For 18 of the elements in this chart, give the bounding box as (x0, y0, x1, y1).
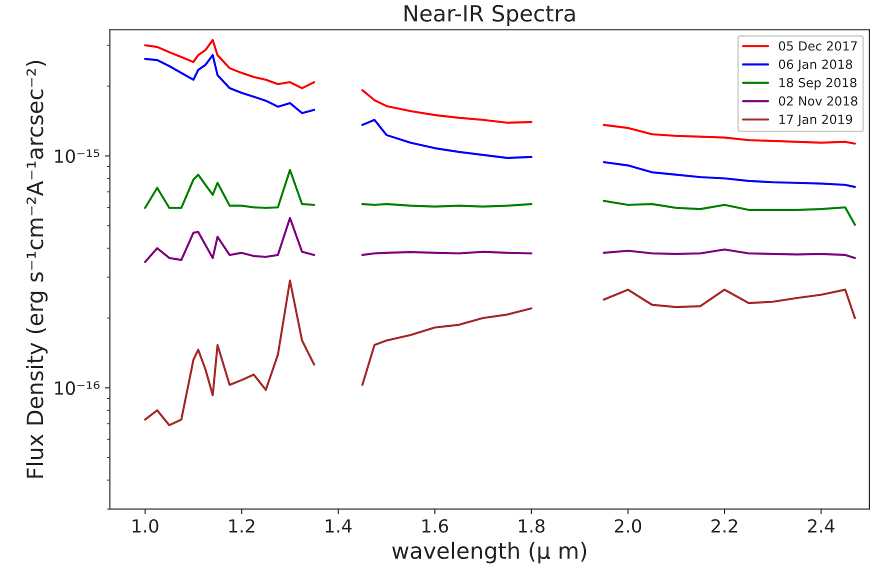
legend-label: 06 Jan 2018 (778, 60, 852, 72)
y-tick-label: 10⁻¹⁶ (55, 381, 100, 395)
x-tick-label: 1.0 (132, 519, 158, 533)
legend-label: 17 Jan 2019 (779, 114, 852, 126)
legend-label: 18 Sep 2018 (779, 78, 856, 90)
x-tick-label: 2.2 (711, 519, 738, 533)
legend-label: 05 Dec 2017 (778, 41, 857, 51)
chart-title: Near-IR Spectra (404, 4, 575, 26)
x-tick-label: 2.4 (808, 519, 834, 533)
x-tick-label: 1.6 (422, 519, 448, 533)
x-tick-label: 1.2 (229, 519, 254, 533)
y-tick-label: 10⁻¹⁵ (55, 149, 100, 164)
legend-label: 02 Nov 2018 (778, 96, 858, 106)
x-axis-title: wavelength (μ m) (392, 542, 586, 564)
x-tick-label: 1.8 (519, 519, 545, 533)
x-tick-label: 2.0 (614, 519, 642, 533)
y-axis-title: Flux Density (erg s⁻¹cm⁻²A⁻¹arcsec⁻²) (26, 60, 48, 478)
x-tick-label: 1.4 (326, 519, 352, 533)
